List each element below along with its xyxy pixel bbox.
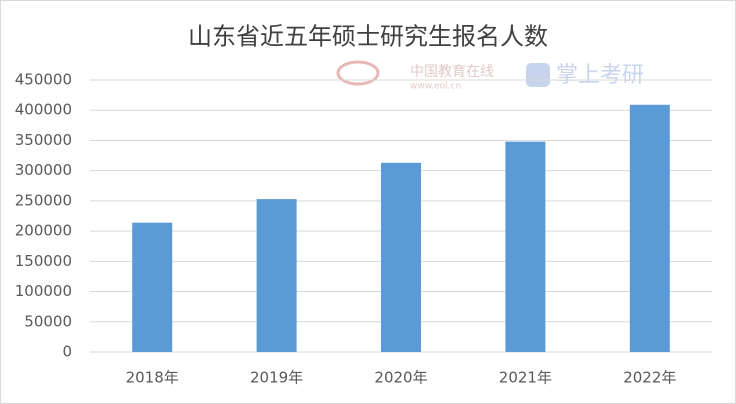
bar: [629, 104, 670, 352]
bar: [132, 222, 173, 352]
watermark-icon: [526, 63, 550, 87]
y-tick-label: 200000: [15, 222, 72, 240]
chart-title: 山东省近五年硕士研究生报名人数: [188, 23, 548, 51]
y-tick-label: 100000: [15, 282, 72, 300]
watermark-text: 中国教育在线: [410, 64, 494, 80]
x-tick-label: 2020年: [374, 369, 427, 387]
y-tick-label: 450000: [15, 71, 72, 89]
y-tick-label: 350000: [15, 131, 72, 149]
y-tick-label: 150000: [15, 252, 72, 270]
y-tick-label: 0: [62, 343, 72, 361]
bar: [256, 199, 297, 352]
watermark-url: www.eol.cn: [410, 82, 461, 92]
x-tick-label: 2018年: [126, 369, 179, 387]
bar: [381, 162, 421, 352]
x-tick-label: 2021年: [499, 369, 552, 387]
y-tick-label: 400000: [15, 101, 72, 119]
y-tick-label: 300000: [15, 161, 72, 179]
x-tick-label: 2022年: [623, 369, 676, 387]
watermark: 中国教育在线 www.eol.cn 掌上考研: [336, 60, 644, 92]
y-tick-label: 50000: [24, 312, 72, 330]
y-tick-label: 250000: [15, 191, 72, 209]
watermark-logo: [336, 60, 380, 86]
bar: [505, 141, 546, 352]
watermark-text: 掌上考研: [556, 63, 644, 88]
x-tick-label: 2019年: [250, 369, 303, 387]
